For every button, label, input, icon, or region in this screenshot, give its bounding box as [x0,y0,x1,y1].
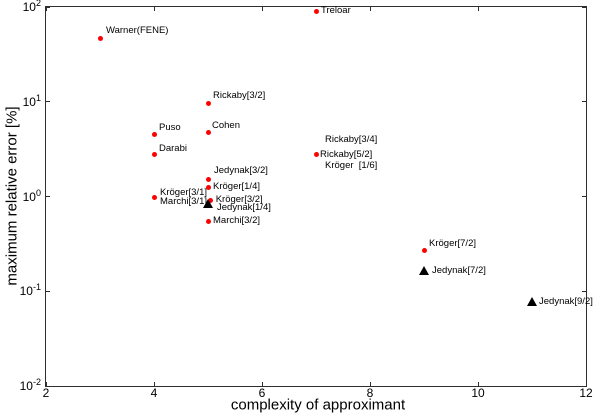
y-tick-mark [582,6,586,8]
scatter-point-circle [313,8,319,14]
x-tick-mark [45,7,47,11]
x-tick-mark [369,382,371,386]
scatter-point-circle [151,195,157,201]
x-tick-mark [45,382,47,386]
x-tick-mark [153,7,155,11]
scatter-point-triangle [202,198,213,208]
point-label: Kröger [1/6] [325,159,378,171]
point-label: Kröger[1/4] [213,181,260,193]
point-label: Rickaby[5/2] [320,148,373,160]
point-label: Jedynak[1/4] [217,201,271,213]
y-tick-mark [46,290,50,292]
point-label: Rickaby[3/4] [325,133,378,145]
x-tick-mark [585,382,587,386]
x-axis-label: complexity of approximant [230,396,406,414]
x-tick-mark [585,7,587,11]
point-label: Marchi[3/1] [160,195,207,207]
x-tick-label: 10 [471,386,485,400]
x-tick-mark [153,382,155,386]
point-label: Cohen [212,119,240,131]
x-tick-mark [477,7,479,11]
y-tick-mark [46,385,50,387]
y-tick-mark [582,196,586,197]
x-tick-label: 2 [42,386,50,400]
point-label: Kröger[7/2] [429,238,476,250]
scatter-point-circle [421,247,427,253]
scatter-point-triangle [526,297,537,306]
y-tick-label: 102 [22,0,41,14]
y-tick-mark [46,196,50,197]
point-label: Puso [159,121,181,133]
x-tick-mark [261,382,263,386]
point-label: Jedynak[7/2] [432,264,486,276]
y-tick-label: 101 [22,92,41,109]
point-label: Darabi [159,142,187,154]
scatter-point-circle [97,35,103,41]
point-label: Treloar [321,5,351,17]
x-tick-mark [261,7,263,11]
y-tick-label: 100 [22,187,41,204]
scatter-point-circle [205,177,211,183]
point-label: Rickaby[3/2] [213,90,266,101]
y-tick-label: 10-2 [19,377,41,394]
point-label: Kröger[3/1] [160,186,207,198]
scatter-point-circle [151,132,157,138]
x-tick-label: 8 [366,386,374,400]
x-tick-mark [477,382,479,386]
point-label: Jedynak[9/2] [539,296,593,307]
scatter-point-triangle [418,265,429,275]
y-tick-mark [582,101,586,103]
point-label: Warner(FENE) [106,25,169,37]
point-label: Kröger[3/2] [215,193,263,205]
y-tick-mark [582,385,586,387]
point-label: Marchi[3/2] [213,215,260,227]
scatter-point-circle [205,184,211,190]
plot-area: Treloar Warner(FENE) Rickaby[3/2] Cohen Puso… [45,5,593,387]
x-tick-label: 12 [579,386,593,400]
scatter-point-circle [151,152,157,158]
scatter-point-circle [313,152,319,158]
scatter-point-circle [205,100,211,106]
y-tick-mark [46,101,50,103]
scatter-point-circle [205,130,211,136]
y-tick-mark [46,6,50,8]
x-tick-label: 6 [258,386,266,400]
point-label: Jedynak[3/2] [214,164,268,176]
scatter-point-circle [205,218,211,224]
x-tick-mark [369,7,371,11]
y-tick-label: 10-1 [19,282,41,299]
y-tick-mark [582,290,586,292]
x-tick-label: 4 [150,386,158,400]
